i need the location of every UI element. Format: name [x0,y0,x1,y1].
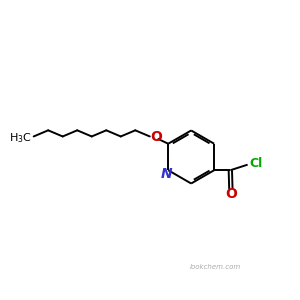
Text: N: N [161,167,172,181]
Text: lookchem.com: lookchem.com [189,264,241,270]
Text: Cl: Cl [250,157,263,170]
Text: H$_3$C: H$_3$C [9,131,32,145]
Text: O: O [150,130,162,144]
Text: O: O [225,187,237,201]
